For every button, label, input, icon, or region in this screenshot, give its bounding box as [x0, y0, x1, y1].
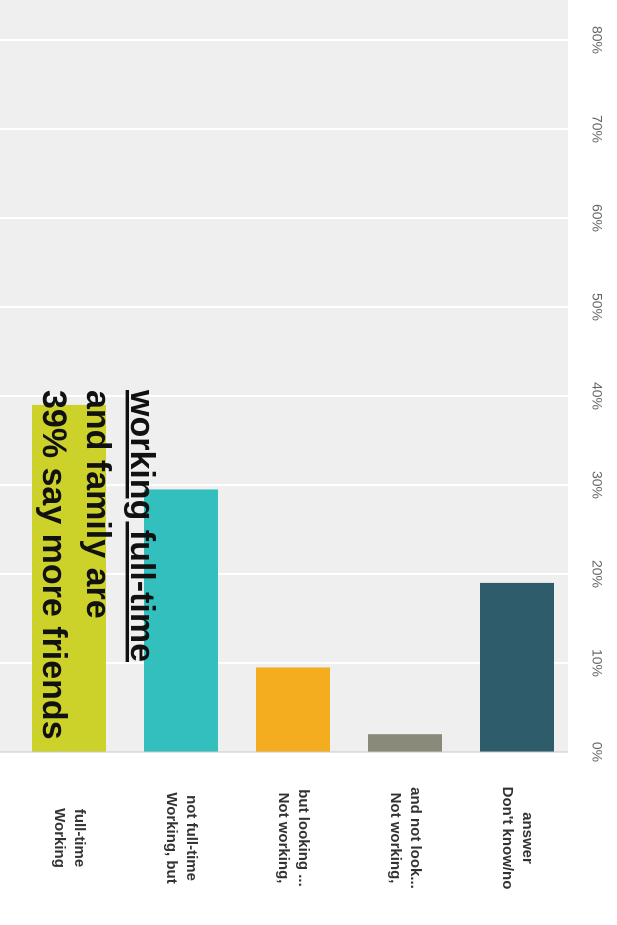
category-label-line: not full-time	[183, 795, 200, 881]
bars	[32, 404, 554, 752]
category-label-line: but looking ...	[295, 789, 312, 887]
category-label: Not working, but looking ...	[275, 789, 312, 887]
bar	[368, 734, 442, 752]
category-label-line: Not working,	[387, 793, 404, 884]
category-label-line: Working	[51, 808, 68, 868]
tick-labels: 0% 10% 20% 30% 40% 50% 60% 70% 80%	[589, 26, 605, 762]
tick-label: 60%	[589, 204, 605, 232]
annotation-line: and family are	[79, 390, 117, 619]
category-label-line: full-time	[71, 809, 88, 867]
category-label: Working full-time	[51, 808, 88, 868]
annotation-line: working full-time	[123, 389, 161, 662]
category-label-line: Don't know/no	[499, 787, 516, 890]
annotation: 39% say more friends and family are workin…	[35, 389, 161, 740]
bar	[32, 404, 106, 752]
tick-label: 80%	[589, 26, 605, 54]
category-label: Don't know/no answer	[499, 787, 536, 890]
annotation-text: 39% say more friends and family are workin…	[35, 389, 161, 740]
category-label-line: Working, but	[163, 792, 180, 883]
bar	[144, 489, 218, 752]
tick-label: 70%	[589, 115, 605, 143]
bar	[480, 582, 554, 752]
tick-label: 10%	[589, 649, 605, 677]
category-labels: Working full-time Working, but not full-tim…	[51, 787, 536, 890]
tick-label: 40%	[589, 382, 605, 410]
tick-label: 30%	[589, 471, 605, 499]
annotation-line: 39% say more friends	[35, 390, 73, 740]
tick-label: 50%	[589, 293, 605, 321]
category-label: Working, but not full-time	[163, 792, 200, 883]
category-label: Not working, and not look...	[387, 787, 424, 889]
bar	[256, 667, 330, 752]
category-label-line: and not look...	[407, 787, 424, 889]
tick-label: 20%	[589, 560, 605, 588]
tick-label: 0%	[589, 742, 605, 762]
category-label-line: Not working,	[275, 793, 292, 884]
category-label-line: answer	[519, 812, 536, 864]
